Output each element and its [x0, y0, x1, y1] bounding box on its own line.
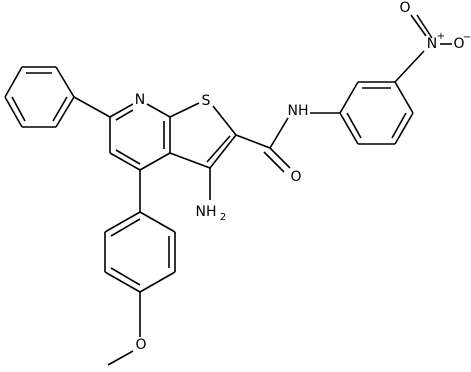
bond: [206, 135, 231, 163]
bond: [209, 134, 237, 169]
bond: [52, 96, 68, 122]
bond: [115, 109, 134, 121]
bond: [4, 66, 23, 98]
bond: [146, 103, 171, 118]
bond: [110, 218, 141, 237]
atom-subscript: 2: [220, 212, 226, 223]
bond: [55, 96, 75, 128]
atom-labels: N S NH 2 NH O N + O O − O: [135, 0, 471, 353]
bond: [109, 152, 141, 171]
atom-label: O: [135, 337, 146, 353]
bond: [212, 105, 237, 136]
bond: [73, 96, 111, 118]
bond: [11, 96, 26, 122]
bond: [394, 112, 414, 145]
bond: [339, 112, 359, 145]
bond: [109, 103, 134, 118]
atom-charge: +: [437, 31, 445, 42]
bond: [394, 50, 425, 83]
bond: [339, 81, 359, 114]
bond: [269, 147, 291, 169]
bond: [139, 211, 176, 233]
bond: [391, 112, 407, 139]
bond: [394, 81, 414, 114]
bond: [4, 96, 23, 128]
bond: [169, 152, 211, 169]
atom-charge: −: [463, 32, 471, 43]
bond: [139, 271, 176, 293]
atom-label: O: [290, 169, 301, 185]
bond: [110, 267, 141, 286]
atom-label: O: [453, 36, 464, 52]
bond: [139, 152, 171, 171]
bond: [410, 14, 427, 37]
bond: [104, 271, 141, 293]
bond: [104, 211, 141, 233]
bonds: [4, 14, 452, 366]
atom-label: S: [202, 93, 211, 109]
bond: [346, 112, 362, 139]
atom-label: O: [399, 0, 410, 16]
bond: [55, 66, 75, 98]
atom-label: NH: [288, 103, 309, 119]
atom-label: N: [135, 92, 145, 108]
bond: [235, 134, 271, 149]
atom-label: N: [427, 36, 437, 52]
bond: [263, 151, 285, 173]
bond: [169, 102, 200, 118]
atom-label: NH: [196, 204, 217, 220]
bond: [107, 350, 134, 366]
bond: [416, 14, 433, 39]
bond: [269, 117, 289, 149]
bond: [115, 149, 141, 165]
